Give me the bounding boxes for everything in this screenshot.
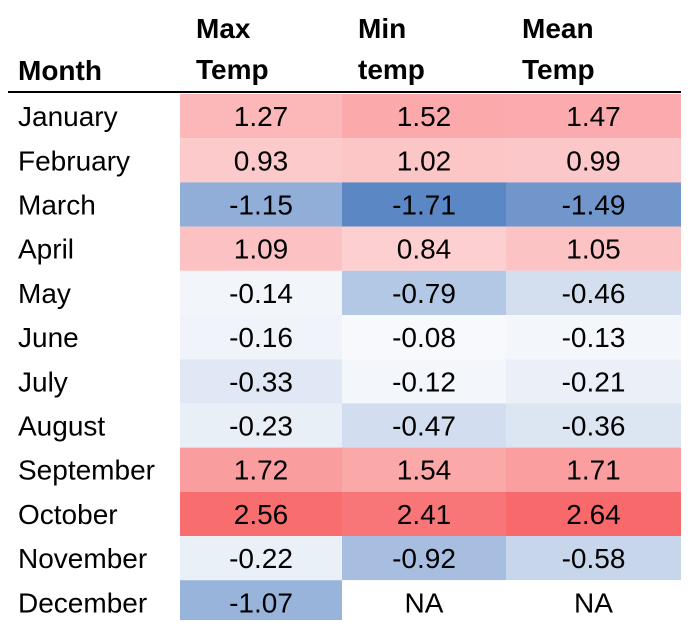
month-label: April xyxy=(18,234,74,265)
heat-cell xyxy=(506,94,681,139)
heat-cell xyxy=(180,491,342,536)
month-label: October xyxy=(18,499,118,530)
cell-value: 1.47 xyxy=(566,101,621,132)
cell-value: -1.07 xyxy=(229,587,293,618)
cell-value: -0.21 xyxy=(562,366,626,397)
cell-value: 1.27 xyxy=(234,101,289,132)
cell-value: 1.05 xyxy=(566,234,621,265)
heat-cell xyxy=(506,226,681,271)
heatmap-table: Month Max Temp Min temp Mean Temp January 1.27 1.… xyxy=(8,13,681,620)
heat-cell xyxy=(342,94,506,139)
heat-cell xyxy=(506,138,681,183)
cell-value: -0.79 xyxy=(392,278,456,309)
cell-value: 1.72 xyxy=(234,455,289,486)
cell-value: -0.47 xyxy=(392,411,456,442)
month-label: November xyxy=(18,543,147,574)
cell-value: -0.13 xyxy=(562,322,626,353)
cell-value: -0.23 xyxy=(229,411,293,442)
cell-value: 2.64 xyxy=(566,499,621,530)
heat-cell xyxy=(342,359,506,404)
cell-value: -1.49 xyxy=(562,190,626,221)
heat-cell xyxy=(342,315,506,360)
heat-cell xyxy=(180,138,342,183)
column-header-line: temp xyxy=(358,54,425,85)
column-header-line: Mean xyxy=(522,13,594,44)
heat-cell xyxy=(506,536,681,581)
heat-cell xyxy=(180,315,342,360)
heat-cell xyxy=(506,580,681,620)
heat-cell xyxy=(342,182,506,227)
month-label: July xyxy=(18,366,68,397)
column-header-line: Temp xyxy=(522,54,595,85)
cell-value: 0.99 xyxy=(566,145,621,176)
cell-value: -0.12 xyxy=(392,366,456,397)
month-label: May xyxy=(18,278,71,309)
heat-cell xyxy=(342,226,506,271)
cell-value: 1.09 xyxy=(234,234,289,265)
month-label: September xyxy=(18,455,155,486)
cell-value: 1.52 xyxy=(397,101,452,132)
cell-value: 0.84 xyxy=(397,234,452,265)
cell-value: -0.16 xyxy=(229,322,293,353)
cell-value: 1.54 xyxy=(397,455,452,486)
heat-cell xyxy=(506,315,681,360)
month-label: December xyxy=(18,587,147,618)
cell-value: NA xyxy=(574,587,613,618)
heat-cell xyxy=(342,580,506,620)
cell-value: 1.71 xyxy=(566,455,621,486)
heat-cell xyxy=(180,182,342,227)
heat-cell xyxy=(180,580,342,620)
heat-cell xyxy=(342,536,506,581)
cell-value: 0.93 xyxy=(234,145,289,176)
cell-value: -0.92 xyxy=(392,543,456,574)
cell-value: -1.15 xyxy=(229,190,293,221)
heat-cell xyxy=(506,491,681,536)
heat-cell xyxy=(180,359,342,404)
heat-cell xyxy=(180,447,342,492)
cell-value: -0.58 xyxy=(562,543,626,574)
cell-value: -0.08 xyxy=(392,322,456,353)
cell-value: -0.46 xyxy=(562,278,626,309)
cell-value: -1.71 xyxy=(392,190,456,221)
heat-cell xyxy=(506,182,681,227)
heat-cell xyxy=(342,491,506,536)
column-header-line: Max xyxy=(196,13,251,44)
heat-cell xyxy=(342,138,506,183)
cell-value: 2.41 xyxy=(397,499,452,530)
cell-value: -0.14 xyxy=(229,278,293,309)
heat-cell xyxy=(180,536,342,581)
heat-cell xyxy=(342,403,506,448)
month-label: February xyxy=(18,145,130,176)
cell-value: 2.56 xyxy=(234,499,289,530)
month-label: March xyxy=(18,190,96,221)
column-header-line: Temp xyxy=(196,54,269,85)
heat-cell xyxy=(506,359,681,404)
heat-cell xyxy=(506,447,681,492)
column-header-line: Min xyxy=(358,13,406,44)
column-header: Month xyxy=(18,55,102,86)
heat-cell xyxy=(342,447,506,492)
heat-cell xyxy=(180,270,342,315)
cell-value: -0.22 xyxy=(229,543,293,574)
month-label: January xyxy=(18,101,118,132)
heat-cell xyxy=(180,403,342,448)
month-label: June xyxy=(18,322,79,353)
cell-value: -0.36 xyxy=(562,411,626,442)
heat-cell xyxy=(506,270,681,315)
heat-cell xyxy=(506,403,681,448)
heat-cell xyxy=(180,226,342,271)
heat-cell xyxy=(342,270,506,315)
cell-value: 1.02 xyxy=(397,145,452,176)
cell-value: NA xyxy=(405,587,444,618)
heat-cell xyxy=(180,94,342,139)
month-label: August xyxy=(18,411,105,442)
cell-value: -0.33 xyxy=(229,366,293,397)
